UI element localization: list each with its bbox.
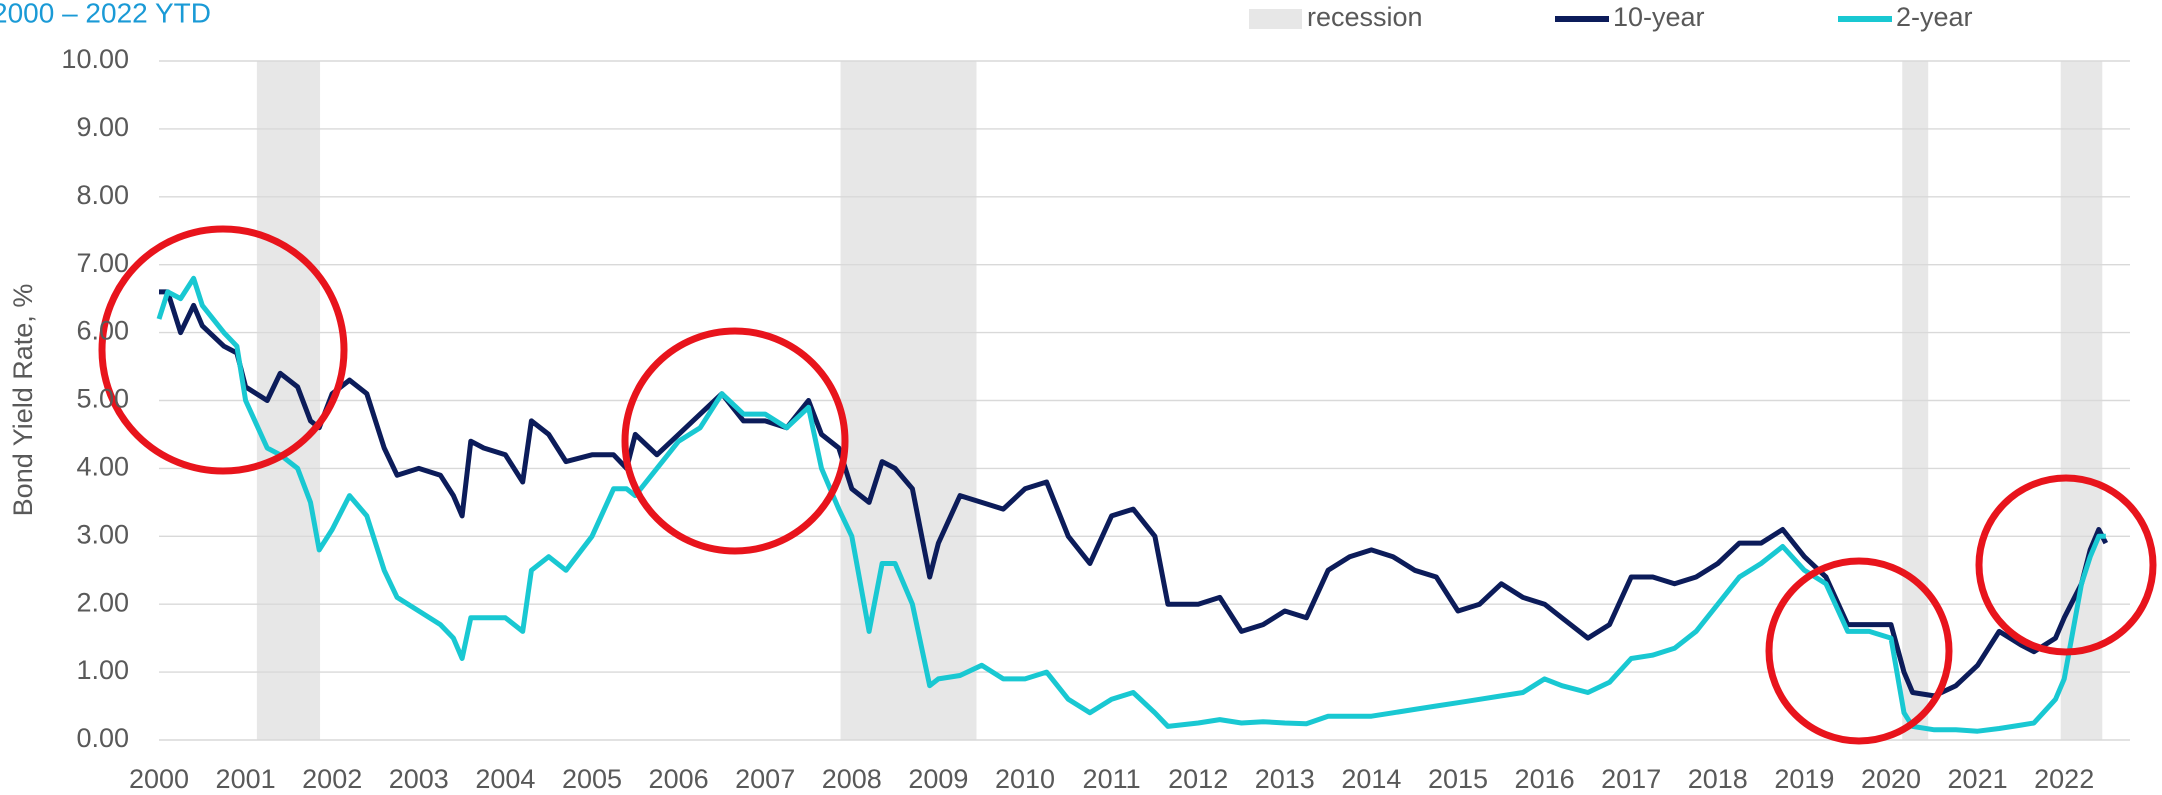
x-tick-label: 2011: [1083, 764, 1141, 794]
y-tick-label: 8.00: [76, 180, 129, 210]
y-tick-label: 7.00: [76, 248, 129, 278]
lines: [156, 275, 2109, 734]
y-tick-label: 2.00: [76, 587, 129, 617]
x-tick-label: 2010: [995, 764, 1055, 794]
chart-title: 2000 – 2022 YTD: [0, 0, 211, 28]
highlight-circle: [621, 327, 849, 555]
x-tick-label: 2006: [649, 764, 709, 794]
y-tick-label: 1.00: [76, 655, 129, 685]
series-line: [156, 275, 2106, 734]
x-tick-label: 2004: [475, 764, 535, 794]
legend: recession 10-year 2-year: [1249, 2, 1973, 32]
x-tick-label: 2014: [1341, 764, 1401, 794]
legend-label: 10-year: [1613, 2, 1705, 32]
highlight-circle: [1975, 474, 2157, 656]
x-tick-label: 2009: [908, 764, 968, 794]
x-tick-label: 2016: [1515, 764, 1575, 794]
labels: 0.00 1.00 2.00 3.00 4.00 5.00 6.00 7.00 8.00 9.00…: [61, 44, 2094, 794]
series-line: [159, 289, 2109, 699]
x-tick-label: 2019: [1774, 764, 1834, 794]
grid: [159, 60, 2130, 741]
y-tick-label: 9.00: [76, 112, 129, 142]
x-tick-label: 2001: [216, 764, 276, 794]
x-tick-label: 2018: [1688, 764, 1748, 794]
x-tick-label: 2022: [2034, 764, 2094, 794]
y-axis-label: Bond Yield Rate, %: [8, 284, 38, 517]
x-tick-label: 2003: [389, 764, 449, 794]
x-tick-label: 2002: [302, 764, 362, 794]
highlight-circle: [1765, 557, 1953, 745]
x-tick-label: 2013: [1255, 764, 1315, 794]
x-tick-label: 2021: [1948, 764, 2008, 794]
x-tick-label: 2005: [562, 764, 622, 794]
y-tick-label: 4.00: [76, 452, 129, 482]
y-tick-label: 10.00: [61, 44, 129, 74]
highlight-circle: [98, 225, 348, 475]
y-tick-label: 3.00: [76, 519, 129, 549]
y-tick-label: 6.00: [76, 316, 129, 346]
x-tick-label: 2015: [1428, 764, 1488, 794]
legend-swatch: [1249, 9, 1302, 29]
x-tick-label: 2007: [735, 764, 795, 794]
x-tick-label: 2012: [1168, 764, 1228, 794]
x-tick-label: 2020: [1861, 764, 1921, 794]
y-tick-label: 0.00: [76, 723, 129, 753]
y-tick-label: 5.00: [76, 384, 129, 414]
legend-label: 2-year: [1896, 2, 1973, 32]
x-tick-label: 2000: [129, 764, 189, 794]
x-tick-label: 2008: [822, 764, 882, 794]
legend-label: recession: [1307, 2, 1423, 32]
highlight-circles: [98, 225, 2157, 745]
x-tick-label: 2017: [1601, 764, 1661, 794]
